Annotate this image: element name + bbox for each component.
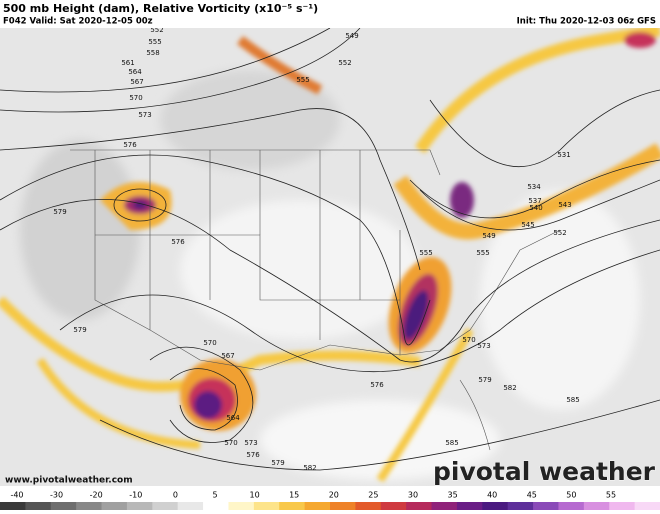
colorbar-tick-label: 30 (408, 491, 418, 500)
contour-label: 537 (528, 197, 541, 205)
contour-label: 555 (148, 38, 161, 46)
colorbar-swatch (203, 502, 229, 510)
colorbar-swatch (0, 502, 26, 510)
contour-label: 531 (557, 151, 570, 159)
contour-label: 582 (303, 464, 316, 472)
colorbar-swatch (253, 502, 280, 510)
site-url: www.pivotalweather.com (5, 476, 133, 486)
contour-label: 579 (73, 326, 86, 334)
colorbar-swatch (50, 502, 77, 510)
contour-label: 570 (203, 339, 216, 347)
colorbar-swatch (304, 502, 331, 510)
contour-label: 576 (370, 381, 384, 389)
colorbar-swatch (25, 502, 52, 510)
contour-label: 567 (130, 78, 143, 86)
colorbar-tick-label: 10 (250, 491, 260, 500)
header-background (0, 0, 660, 28)
borders (70, 149, 561, 451)
colorbar-swatch (533, 502, 559, 510)
colorbar-tick-label: 55 (606, 491, 616, 500)
colorbar-swatch (177, 502, 204, 510)
contour-label: 570 (224, 439, 237, 447)
contour-label: 567 (221, 352, 234, 360)
colorbar-tick-label: 15 (289, 491, 299, 500)
contour-label: 582 (503, 384, 516, 392)
contour-label: 576 (123, 141, 137, 149)
colorbar-tick-label: 50 (566, 491, 576, 500)
contour-label: 573 (244, 439, 257, 447)
colorbar-swatch (583, 502, 610, 510)
colorbar-swatch (456, 502, 483, 510)
colorbar-tick-label: 35 (448, 491, 458, 500)
contour-label: 570 (129, 94, 142, 102)
contour-label: 549 (482, 232, 495, 240)
colorbar-tick-label: -10 (129, 491, 142, 500)
colorbar-tick-label: -40 (10, 491, 23, 500)
contour-label: 555 (419, 249, 432, 257)
contour-label: 579 (53, 208, 66, 216)
contour-label: 552 (553, 229, 566, 237)
contour-label: 573 (477, 342, 490, 350)
colorbar-swatch (330, 502, 356, 510)
contour-label: 579 (478, 376, 491, 384)
contour-label: 549 (345, 32, 358, 40)
colorbar-swatch (126, 502, 153, 510)
contour-label: 564 (128, 68, 142, 76)
contour-label: 564 (226, 414, 240, 422)
colorbar-swatch (634, 502, 660, 510)
colorbar-tick-label: 5 (212, 491, 217, 500)
contour-label: 570 (462, 336, 475, 344)
contour-labels: 5525555585615645675705735765795765495525… (53, 26, 579, 472)
logo: pivotal weather (433, 457, 656, 486)
colorbar-swatch (609, 502, 636, 510)
colorbar-swatch (406, 502, 433, 510)
contour-label: 585 (566, 396, 579, 404)
height-contours (0, 27, 660, 471)
valid-time: F042 Valid: Sat 2020-12-05 00z (3, 17, 153, 27)
contour-label: 540 (529, 204, 542, 212)
colorbar-swatch (279, 502, 306, 510)
contour-label: 552 (150, 26, 163, 34)
contour-label: 545 (521, 221, 534, 229)
colorbar-tick-label: 45 (527, 491, 537, 500)
contour-label: 555 (296, 76, 309, 84)
contour-label: 552 (338, 59, 351, 67)
colorbar-tick-label: 20 (329, 491, 339, 500)
colorbar: -40 -30 -20 -10 0 5 10 15 20 25 30 35 40 45 50 55 (0, 491, 660, 510)
map-title: 500 mb Height (dam), Relative Vorticity … (3, 2, 318, 15)
colorbar-swatch (482, 502, 509, 510)
colorbar-swatch (355, 502, 382, 510)
colorbar-tick-label: 40 (487, 491, 497, 500)
colorbar-swatch (558, 502, 585, 510)
colorbar-swatch (228, 502, 255, 510)
contour-label: 555 (476, 249, 489, 257)
contour-label: 579 (271, 459, 284, 467)
map-field (0, 24, 660, 486)
vorticity-field (0, 24, 660, 483)
contour-label: 543 (558, 201, 571, 209)
contour-label: 561 (121, 59, 134, 67)
contour-label: 558 (146, 49, 159, 57)
colorbar-swatch (152, 502, 179, 510)
contour-label: 573 (138, 111, 151, 119)
init-time: Init: Thu 2020-12-03 06z GFS (517, 17, 656, 27)
colorbar-tick-label: 0 (173, 491, 178, 500)
colorbar-swatch (380, 502, 407, 510)
contour-label: 534 (527, 183, 541, 191)
colorbar-tick-label: -30 (50, 491, 63, 500)
colorbar-swatch (507, 502, 534, 510)
colorbar-tick-label: -20 (90, 491, 103, 500)
colorbar-swatch (76, 502, 103, 510)
contour-label: 576 (246, 451, 260, 459)
contour-label: 585 (445, 439, 458, 447)
contour-label: 576 (171, 238, 185, 246)
colorbar-swatch (101, 502, 128, 510)
colorbar-tick-label: 25 (368, 491, 378, 500)
colorbar-swatch (431, 502, 458, 510)
